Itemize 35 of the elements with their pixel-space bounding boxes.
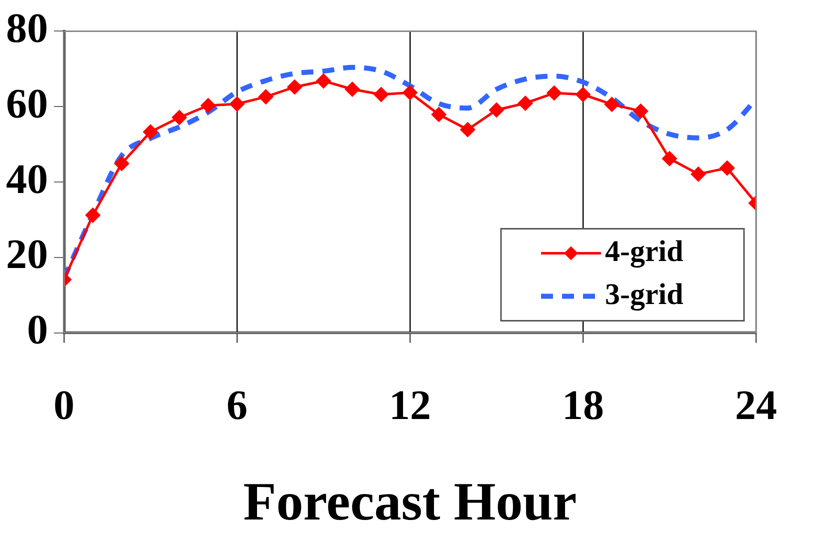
y-tick-label: 40 <box>6 156 48 203</box>
x-tick-label: 12 <box>389 382 431 429</box>
point <box>662 151 677 166</box>
point <box>720 160 734 176</box>
y-tick-label: 80 <box>6 6 48 52</box>
point <box>489 102 504 118</box>
point <box>287 80 302 94</box>
point <box>86 208 100 222</box>
point <box>200 98 216 113</box>
point <box>374 87 388 102</box>
x-axis-title: Forecast Hour <box>243 472 577 532</box>
y-tick-label: 60 <box>6 81 48 128</box>
point <box>316 74 331 88</box>
point <box>518 96 533 110</box>
point <box>460 122 475 137</box>
point <box>345 82 360 97</box>
point <box>604 97 620 112</box>
point <box>143 124 158 140</box>
point <box>230 96 244 112</box>
point <box>258 90 274 104</box>
x-tick-label: 6 <box>226 382 248 429</box>
point <box>633 104 648 118</box>
point <box>576 87 590 102</box>
point <box>432 107 446 122</box>
legend-label: 3-grid <box>605 278 684 312</box>
point <box>691 166 706 182</box>
point <box>546 86 562 100</box>
x-tick-label: 18 <box>562 382 604 429</box>
y-tick-label: 0 <box>27 308 48 354</box>
y-tick-label: 20 <box>6 232 48 278</box>
point <box>402 85 418 100</box>
legend-label: 4-grid <box>605 235 684 268</box>
point <box>172 110 187 125</box>
point <box>114 156 129 171</box>
x-tick-label: 24 <box>735 382 777 429</box>
